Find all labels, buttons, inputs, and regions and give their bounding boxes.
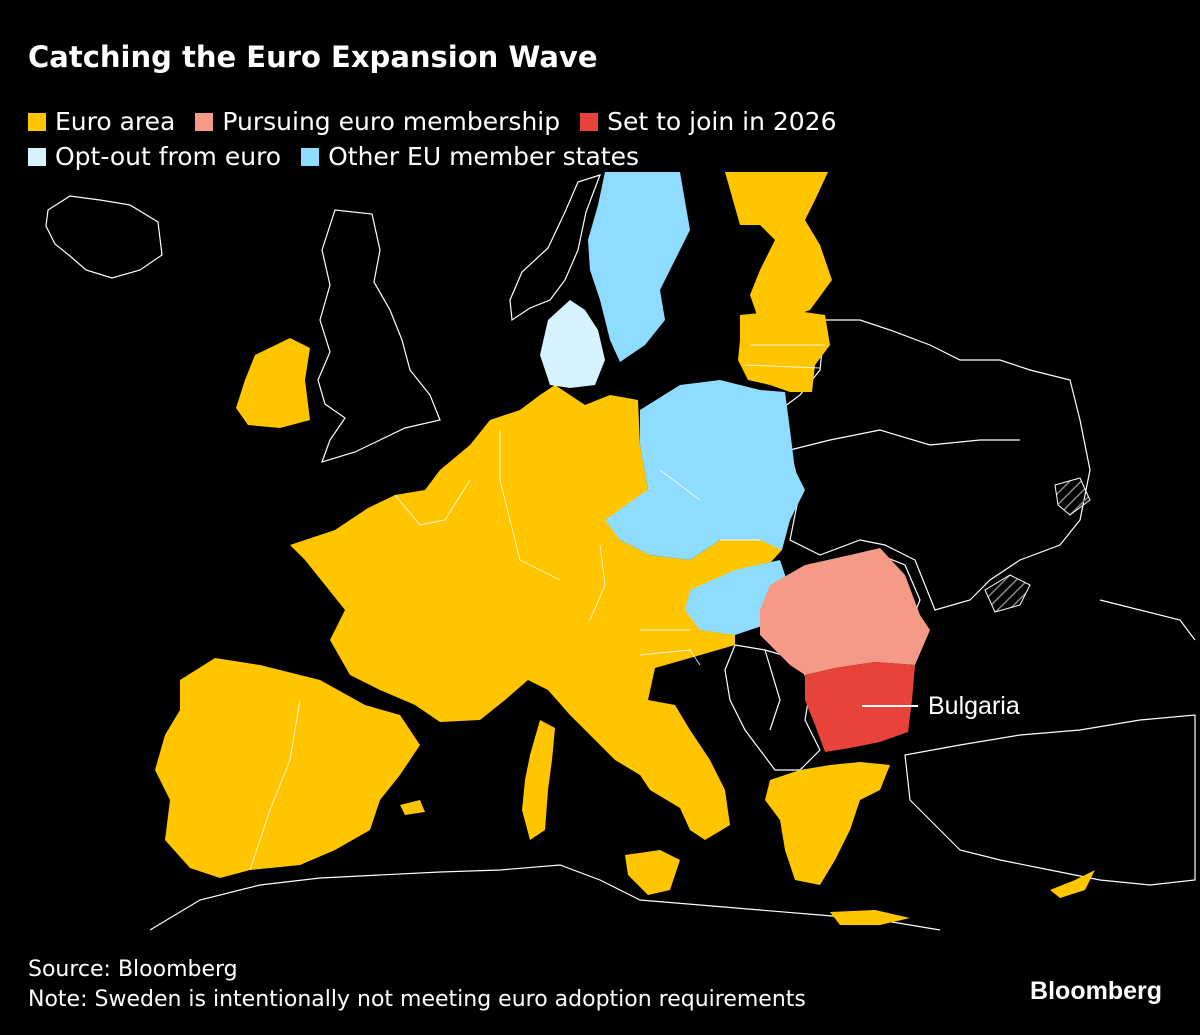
- opt-out-countries: [540, 300, 605, 388]
- legend-swatch: [301, 147, 320, 166]
- core-euro-area: [290, 385, 782, 840]
- greece: [765, 762, 890, 885]
- denmark: [540, 300, 605, 388]
- finland: [725, 172, 832, 320]
- iceland-outline: [45, 195, 163, 279]
- legend-label: Set to join in 2026: [607, 107, 837, 136]
- legend-swatch: [195, 112, 214, 131]
- legend-row: Opt-out from euro Other EU member states: [28, 139, 1028, 174]
- legend-swatch: [28, 112, 46, 131]
- internal-borders: [249, 344, 825, 871]
- euro-area-countries: [155, 172, 1095, 925]
- legend-row: Euro area Pursuing euro membership Set t…: [28, 104, 1028, 139]
- source-text: Source: Bloomberg: [28, 957, 238, 982]
- cyprus: [1050, 870, 1095, 898]
- legend-label: Opt-out from euro: [55, 142, 282, 171]
- border-line: [659, 469, 701, 501]
- norway-outline: [509, 174, 602, 322]
- europe-map: Bulgaria: [45, 172, 1196, 931]
- disputed-region-hatch-east: [1054, 477, 1091, 516]
- legend: Euro area Pursuing euro membership Set t…: [28, 104, 1028, 174]
- border-line: [499, 430, 561, 581]
- bloomberg-logo: Bloomberg: [1030, 977, 1162, 1005]
- crete: [830, 910, 910, 925]
- bulgaria: [805, 662, 915, 752]
- note-text: Note: Sweden is intentionally not meetin…: [28, 987, 806, 1012]
- border-line: [639, 649, 701, 666]
- legend-label: Pursuing euro membership: [222, 107, 561, 136]
- legend-label: Euro area: [55, 107, 176, 136]
- legend-item-euro-area: Euro area: [28, 107, 175, 136]
- border-line: [394, 479, 471, 526]
- uk-outline: [317, 209, 441, 463]
- sweden: [588, 172, 690, 362]
- poland-czechia: [605, 380, 805, 560]
- north-africa-outline: [149, 864, 941, 931]
- chart-title: Catching the Euro Expansion Wave: [28, 40, 598, 74]
- romania: [760, 548, 930, 675]
- legend-swatch: [28, 147, 46, 166]
- disputed-region-hatch: [984, 574, 1031, 613]
- bulgaria-label: Bulgaria: [928, 692, 1020, 720]
- serbia-border: [764, 649, 781, 731]
- border-line: [589, 544, 606, 621]
- legend-item-opt-out: Opt-out from euro: [28, 142, 281, 171]
- legend-item-pursuing: Pursuing euro membership: [195, 107, 560, 136]
- belarus-border: [789, 429, 1020, 451]
- legend-item-set-to-join: Set to join in 2026: [580, 107, 837, 136]
- corsica-sardinia: [522, 720, 555, 840]
- legend-item-other-eu: Other EU member states: [301, 142, 639, 171]
- caucasus-outline: [1099, 599, 1196, 641]
- pursuing-countries: [760, 548, 930, 675]
- turkey-outline: [904, 714, 1196, 886]
- legend-label: Other EU member states: [328, 142, 639, 171]
- balearic-islands: [400, 800, 425, 815]
- iberia: [155, 658, 420, 878]
- footer: Source: Bloomberg Note: Sweden is intent…: [28, 955, 806, 1015]
- sicily: [625, 850, 680, 895]
- set-to-join-countries: [805, 662, 915, 752]
- border-line: [744, 364, 821, 369]
- legend-swatch: [580, 112, 599, 131]
- estonia-latvia-lithuania: [738, 310, 830, 392]
- border-line: [249, 699, 301, 871]
- other-eu-countries: [588, 172, 805, 635]
- ireland: [236, 338, 310, 428]
